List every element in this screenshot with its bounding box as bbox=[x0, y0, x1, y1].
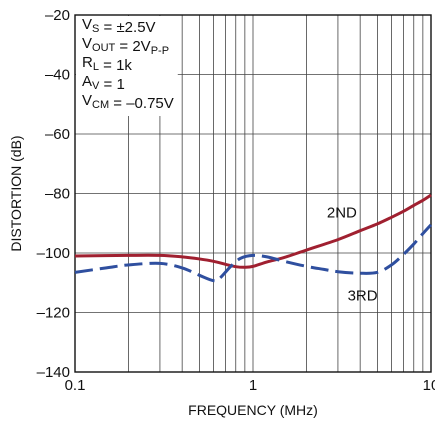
y-tick-label: –20 bbox=[45, 7, 70, 24]
series-label-3rd: 3RD bbox=[348, 288, 378, 305]
x-tick-label: 0.1 bbox=[65, 377, 86, 394]
y-axis-label: DISTORTION (dB) bbox=[8, 135, 24, 251]
series-group bbox=[74, 193, 433, 283]
series-labels: 2ND 3RD bbox=[327, 204, 378, 304]
condition-line: VOUT = 2VP-P bbox=[82, 35, 169, 57]
series-label-2nd: 2ND bbox=[327, 204, 357, 221]
condition-line: AV = 1 bbox=[82, 73, 125, 93]
x-tick-label: 10 bbox=[423, 377, 435, 394]
series-line-2nd bbox=[74, 193, 432, 269]
y-tick-label: –100 bbox=[37, 245, 70, 262]
plot-frame bbox=[74, 14, 432, 373]
condition-line: VS = ±2.5V bbox=[82, 16, 156, 36]
y-tick-label: –80 bbox=[45, 186, 70, 203]
condition-line: VCM = –0.75V bbox=[82, 92, 174, 112]
series-line-3rd bbox=[74, 223, 433, 283]
x-axis-label: FREQUENCY (MHz) bbox=[188, 402, 318, 418]
y-tick-labels: –20 –40 –60 –80 –100 –120 –140 bbox=[37, 7, 70, 381]
conditions-background bbox=[76, 16, 178, 116]
y-tick-label: –120 bbox=[37, 305, 70, 322]
x-tick-labels: 0.1 1 10 bbox=[65, 377, 435, 394]
y-tick-label: –60 bbox=[45, 126, 70, 143]
grid bbox=[75, 15, 431, 372]
y-tick-label: –140 bbox=[37, 364, 70, 381]
y-tick-label: –40 bbox=[45, 67, 70, 84]
x-tick-label: 1 bbox=[249, 377, 257, 394]
condition-line: RL = 1k bbox=[82, 54, 132, 74]
